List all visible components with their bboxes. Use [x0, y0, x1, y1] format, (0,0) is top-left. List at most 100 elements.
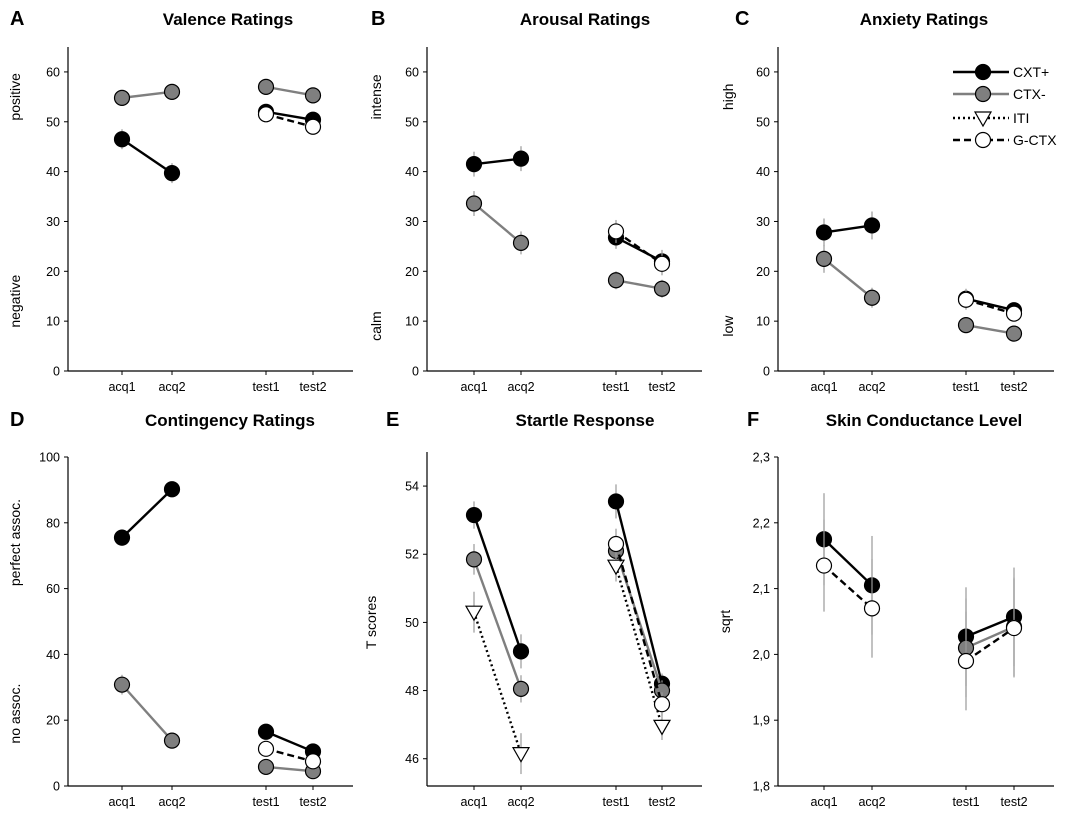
x-tick-label: acq2 [158, 380, 185, 394]
series-line [965, 323, 1015, 335]
legend-marker [973, 111, 993, 128]
panel-b: B Arousal Ratings 0 10 20 30 40 50 60 intense calm… [368, 8, 702, 394]
data-point [653, 280, 671, 297]
panel-title: Startle Response [516, 411, 655, 430]
x-tick-label: test2 [1000, 795, 1027, 809]
series-g-ctx [607, 528, 671, 717]
x-tick-label: acq1 [108, 795, 135, 809]
y-tick-label: 40 [46, 165, 60, 179]
series-cxt-plus [113, 103, 322, 184]
series-line [121, 488, 173, 539]
data-point [957, 317, 975, 334]
data-point [257, 106, 275, 123]
y-tick-label: 0 [53, 365, 60, 379]
series-ctx-minus [113, 674, 322, 780]
y-tick-label: 0 [53, 780, 60, 794]
legend-label: CXT+ [1013, 64, 1049, 80]
x-tick-label: test1 [952, 795, 979, 809]
series-line [614, 501, 664, 685]
data-point [163, 732, 181, 749]
data-point [607, 535, 625, 553]
y-tick-label: 60 [405, 65, 419, 79]
series-line [823, 538, 873, 587]
x-tick-label: acq2 [858, 795, 885, 809]
series-line [965, 625, 1015, 649]
panel-title: Valence Ratings [163, 10, 293, 29]
y-tick-label: 54 [405, 480, 419, 494]
series-line [265, 747, 314, 763]
y-axis-label: perfect assoc. [7, 499, 23, 586]
legend-item-iti: ITI [953, 110, 1029, 128]
x-tick-label: acq1 [810, 795, 837, 809]
series-ctx-minus [465, 191, 671, 298]
y-tick-label: 50 [756, 115, 770, 129]
series-g-ctx [257, 106, 322, 135]
y-axis-label: no assoc. [7, 684, 23, 744]
data-point [113, 529, 131, 546]
y-tick-label: 46 [405, 752, 419, 766]
data-point [863, 600, 881, 617]
y-tick-label: 2,1 [753, 582, 770, 596]
series-line [615, 230, 663, 265]
series-cxt-plus [815, 211, 1023, 319]
data-point [257, 758, 275, 776]
y-axis-label: intense [368, 74, 384, 119]
y-tick-label: 60 [46, 65, 60, 79]
series-line [473, 202, 522, 244]
data-point [464, 605, 484, 622]
y-tick-label: 50 [46, 115, 60, 129]
series-ctx-minus [815, 244, 1023, 342]
legend-item-cxt-plus: CXT+ [953, 63, 1049, 81]
x-tick-label: test2 [648, 380, 675, 394]
data-point [163, 83, 181, 100]
series-ctx-minus [465, 535, 671, 703]
legend-marker [974, 63, 992, 81]
data-point [304, 87, 322, 104]
data-point [815, 250, 833, 267]
legend-item-ctx-minus: CTX- [953, 85, 1046, 103]
series-line [965, 627, 1015, 662]
y-tick-label: 10 [46, 315, 60, 329]
x-tick-label: test1 [952, 380, 979, 394]
data-point [163, 165, 181, 182]
x-tick-label: test1 [602, 380, 629, 394]
data-point [304, 118, 322, 135]
data-point [652, 719, 672, 736]
x-tick-label: acq1 [108, 380, 135, 394]
x-tick-label: acq2 [507, 380, 534, 394]
data-point [113, 89, 131, 106]
series-line [823, 257, 873, 299]
data-point [653, 255, 671, 272]
x-tick-label: acq2 [507, 795, 534, 809]
x-tick-label: test1 [602, 795, 629, 809]
data-point [465, 156, 483, 173]
panel-title: Anxiety Ratings [860, 10, 988, 29]
y-tick-label: 20 [46, 714, 60, 728]
data-point [653, 696, 671, 713]
panel-letter: E [386, 409, 399, 431]
y-tick-label: 50 [405, 115, 419, 129]
y-axis-label: negative [7, 275, 23, 328]
panel-e: E Startle Response 46 48 50 52 54 T scores acq1 a… [363, 409, 702, 809]
legend-marker [974, 131, 992, 149]
legend-label: CTX- [1013, 86, 1046, 102]
y-axis-label: positive [7, 73, 23, 121]
data-point [607, 272, 625, 289]
data-point [304, 753, 322, 770]
series-cxt-plus [465, 484, 671, 694]
y-tick-label: 60 [46, 582, 60, 596]
y-tick-label: 2,0 [753, 648, 770, 662]
y-tick-label: 80 [46, 516, 60, 530]
series-g-ctx [257, 740, 322, 770]
y-tick-label: 60 [756, 65, 770, 79]
y-tick-label: 40 [46, 648, 60, 662]
x-tick-label: test2 [1000, 380, 1027, 394]
series-line [965, 298, 1015, 315]
y-tick-label: 2,2 [753, 516, 770, 530]
data-point [512, 643, 530, 660]
legend-label: ITI [1013, 110, 1029, 126]
y-tick-label: 30 [46, 215, 60, 229]
y-tick-label: 40 [405, 165, 419, 179]
y-tick-label: 0 [763, 365, 770, 379]
y-tick-label: 10 [756, 315, 770, 329]
